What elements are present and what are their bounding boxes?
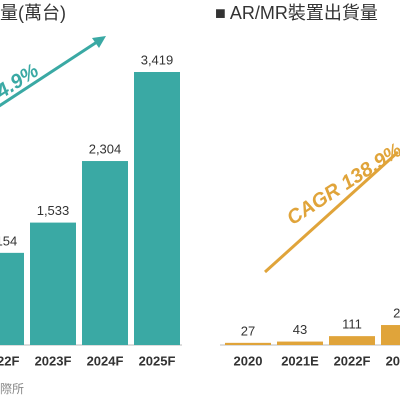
value-label: 1,154 <box>0 233 17 248</box>
cagr-arrow <box>0 38 101 108</box>
cagr-arrow <box>263 150 400 274</box>
bar <box>0 252 24 345</box>
arrow-head <box>92 36 106 48</box>
bar <box>329 336 375 345</box>
x-tick-label: 2023F <box>35 353 72 368</box>
bar <box>381 325 400 345</box>
bar <box>82 161 128 345</box>
x-tick-label: 2023F <box>386 353 400 368</box>
x-tick-label: 2022F <box>334 353 371 368</box>
x-tick-label: 2025F <box>139 353 176 368</box>
bar <box>134 72 180 345</box>
cagr-label: CAGR 138.9% <box>283 139 400 230</box>
bar <box>30 222 76 345</box>
value-label: 43 <box>293 322 307 337</box>
bar <box>225 342 271 345</box>
value-label: 250 <box>393 305 400 320</box>
x-tick-label: 2021E <box>281 353 319 368</box>
x-tick-label: 2024F <box>87 353 124 368</box>
left-title: 量(萬台) <box>0 3 66 23</box>
bar <box>277 341 323 345</box>
value-label: 27 <box>241 323 255 338</box>
x-tick-label: 2020 <box>234 353 263 368</box>
right-title: ■ AR/MR裝置出貨量 <box>215 3 378 23</box>
cagr-label: 4.9% <box>0 60 43 104</box>
value-label: 3,419 <box>141 52 174 67</box>
footer: 際所 <box>0 382 24 396</box>
value-label: 1,533 <box>37 203 70 218</box>
value-label: 2,304 <box>89 141 122 156</box>
value-label: 111 <box>342 317 362 332</box>
x-tick-label: 2022F <box>0 353 19 368</box>
